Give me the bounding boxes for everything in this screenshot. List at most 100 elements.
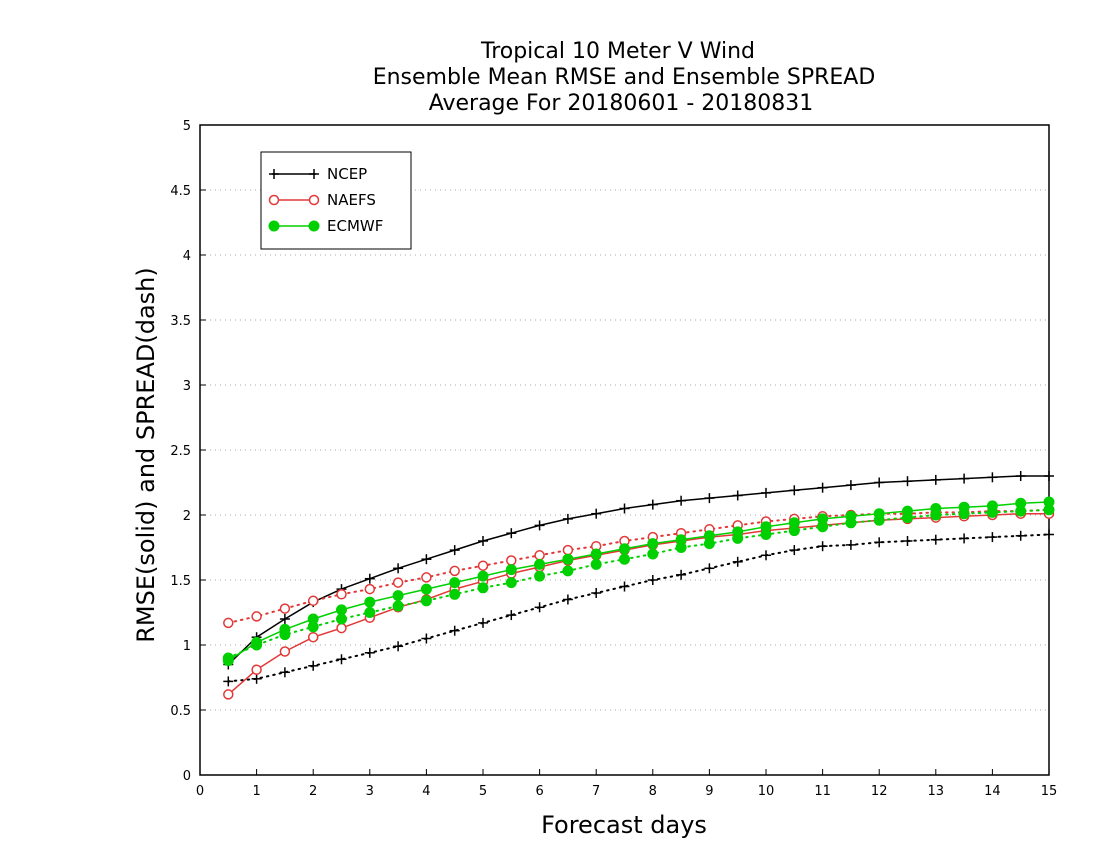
ncep-spread-point (930, 534, 941, 545)
ecmwf-rmse-point (590, 548, 602, 560)
ncep-spread-point (449, 625, 460, 636)
naefs-spread-point (223, 617, 234, 629)
x-tick-label: 15 (1041, 784, 1058, 799)
x-tick-label: 4 (422, 784, 430, 799)
legend-label-ncep: NCEP (327, 165, 367, 183)
naefs-spread-point (364, 583, 376, 595)
x-axis-title: Forecast days (541, 811, 707, 839)
ecmwf-spread-point (477, 582, 489, 594)
naefs-spread-point (534, 550, 545, 561)
x-tick-label: 6 (535, 784, 543, 799)
y-axis-title: RMSE(solid) and SPREAD(dash) (132, 267, 160, 643)
ecmwf-spread-point (590, 558, 602, 570)
ncep-rmse-point (478, 536, 488, 546)
ncep-rmse-point (364, 573, 375, 584)
naefs-spread-point (506, 555, 517, 566)
ecmwf-spread-point (534, 570, 546, 582)
legend-label-naefs: NAEFS (327, 191, 376, 209)
legend-item-ncep: NCEP (269, 165, 367, 183)
ncep-rmse-point (817, 482, 828, 493)
ncep-rmse-point (732, 490, 743, 501)
legend-marker-ncep (309, 169, 319, 179)
ecmwf-rmse-point (958, 501, 970, 513)
x-tick-label: 8 (649, 784, 657, 799)
ncep-rmse-point (704, 493, 715, 504)
ncep-rmse-point (591, 508, 602, 519)
x-axis-ticks: 0 1 2 3 4 5 6 7 8 9 10 11 12 13 14 15 (196, 769, 1057, 799)
x-tick-label: 14 (984, 784, 1001, 799)
ncep-rmse-point (987, 472, 998, 483)
ncep-rmse-point (449, 545, 460, 556)
x-tick-label: 9 (705, 784, 713, 799)
naefs-spread-point (421, 572, 432, 583)
x-tick-label: 1 (252, 784, 260, 799)
x-tick-label: 7 (592, 784, 600, 799)
ecmwf-rmse-point (817, 513, 829, 525)
legend-marker-naefs (308, 194, 320, 206)
ecmwf-rmse-point (307, 613, 319, 625)
y-tick-label: 2 (183, 509, 191, 524)
ecmwf-rmse-point (420, 583, 432, 595)
naefs-rmse-point (251, 664, 262, 675)
ncep-spread-point (845, 539, 856, 550)
ncep-spread-point (987, 532, 998, 543)
ecmwf-rmse-point (364, 596, 376, 608)
legend-marker-ecmwf (308, 220, 320, 232)
ncep-rmse-point (647, 499, 658, 510)
naefs-spread-point (392, 577, 404, 588)
ecmwf-rmse-point (279, 623, 291, 635)
ecmwf-rmse-point (562, 553, 574, 565)
ncep-rmse-point (845, 480, 856, 491)
legend-item-ecmwf: ECMWF (268, 217, 383, 235)
chart-title-line-1: Tropical 10 Meter V Wind (480, 39, 755, 64)
ncep-spread-line (227, 533, 1050, 683)
ncep-spread-point (562, 594, 573, 605)
ncep-spread-point (1044, 529, 1054, 540)
chart-title-line-2: Ensemble Mean RMSE and Ensemble SPREAD (373, 65, 876, 90)
ecmwf-rmse-point (845, 510, 857, 522)
ncep-spread-point (251, 673, 262, 684)
ecmwf-spread-point (364, 607, 376, 618)
ecmwf-rmse-point (703, 530, 715, 542)
ecmwf-spread-point (336, 613, 347, 625)
ncep-spread-point (874, 537, 885, 548)
ncep-spread-point (959, 533, 970, 544)
ncep-spread-point (817, 541, 828, 552)
ncep-spread-point (421, 633, 432, 644)
x-tick-label: 12 (871, 784, 888, 799)
x-tick-label: 5 (479, 784, 487, 799)
ncep-rmse-point (761, 487, 771, 498)
y-tick-label: 3 (183, 379, 191, 394)
legend-marker-ecmwf (268, 220, 280, 232)
ecmwf-rmse-point (251, 636, 263, 648)
ecmwf-rmse-point (619, 543, 630, 555)
y-tick-label: 0 (183, 769, 191, 784)
naefs-rmse-point (307, 631, 319, 643)
ecmwf-spread-point (647, 548, 659, 560)
ncep-rmse-point (619, 503, 630, 514)
y-tick-label: 4 (183, 249, 191, 264)
ncep-spread-point (761, 550, 771, 561)
naefs-spread-point (562, 544, 574, 556)
ncep-spread-point (619, 581, 630, 592)
ncep-spread-point (223, 676, 234, 687)
ncep-rmse-point (959, 473, 970, 484)
y-tick-label: 1.5 (170, 574, 191, 589)
ecmwf-rmse-point (477, 570, 489, 582)
ecmwf-spread-point (420, 595, 432, 607)
ecmwf-spread-point (449, 588, 461, 600)
ecmwf-rmse-point (675, 534, 687, 546)
ecmwf-rmse-line (227, 501, 1050, 662)
ecmwf-rmse-point (1043, 496, 1055, 508)
ecmwf-spread-point (562, 565, 574, 577)
y-tick-label: 3.5 (170, 314, 191, 329)
ecmwf-rmse-point (336, 604, 347, 616)
ncep-spread-point (902, 536, 913, 546)
naefs-spread-point (307, 595, 319, 607)
chart-title: Tropical 10 Meter V Wind Ensemble Mean R… (373, 39, 876, 116)
ecmwf-rmse-point (986, 500, 998, 512)
naefs-spread-point (279, 603, 291, 614)
ecmwf-rmse-point (902, 505, 913, 517)
ncep-rmse-point (1015, 471, 1026, 481)
